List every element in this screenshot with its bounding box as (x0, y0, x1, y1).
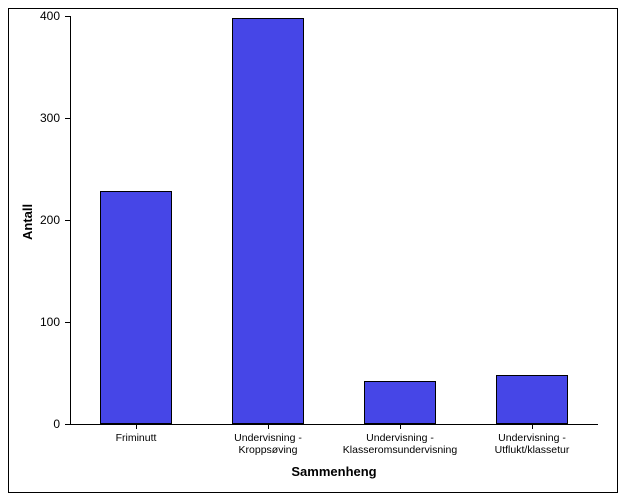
x-tick-label-line: Klasseromsundervisning (331, 444, 469, 456)
x-axis-line (70, 424, 598, 425)
x-tick (532, 424, 533, 429)
x-tick-label: Undervisning -Utflukt/klassetur (463, 432, 601, 456)
bar (100, 191, 173, 424)
x-tick (400, 424, 401, 429)
y-tick-label: 100 (25, 315, 60, 329)
x-tick (268, 424, 269, 429)
x-tick-label-line: Undervisning - (463, 432, 601, 444)
bar (364, 381, 437, 424)
x-tick (136, 424, 137, 429)
x-tick-label: Friminutt (67, 432, 205, 444)
y-tick (65, 322, 70, 323)
x-tick-label-line: Undervisning - (199, 432, 337, 444)
x-tick-label: Undervisning -Kroppsøving (199, 432, 337, 456)
y-axis-line (70, 16, 71, 424)
y-tick-label: 0 (25, 417, 60, 431)
bar (232, 18, 305, 424)
x-axis-title: Sammenheng (291, 464, 376, 479)
x-tick-label-line: Undervisning - (331, 432, 469, 444)
x-tick-label-line: Kroppsøving (199, 444, 337, 456)
y-tick (65, 16, 70, 17)
y-tick-label: 300 (25, 111, 60, 125)
y-tick-label: 400 (25, 9, 60, 23)
y-tick (65, 424, 70, 425)
x-tick-label: Undervisning -Klasseromsundervisning (331, 432, 469, 456)
x-tick-label-line: Utflukt/klassetur (463, 444, 601, 456)
bar (496, 375, 569, 424)
y-tick (65, 118, 70, 119)
y-axis-title: Antall (20, 204, 35, 240)
y-tick (65, 220, 70, 221)
x-tick-label-line: Friminutt (67, 432, 205, 444)
